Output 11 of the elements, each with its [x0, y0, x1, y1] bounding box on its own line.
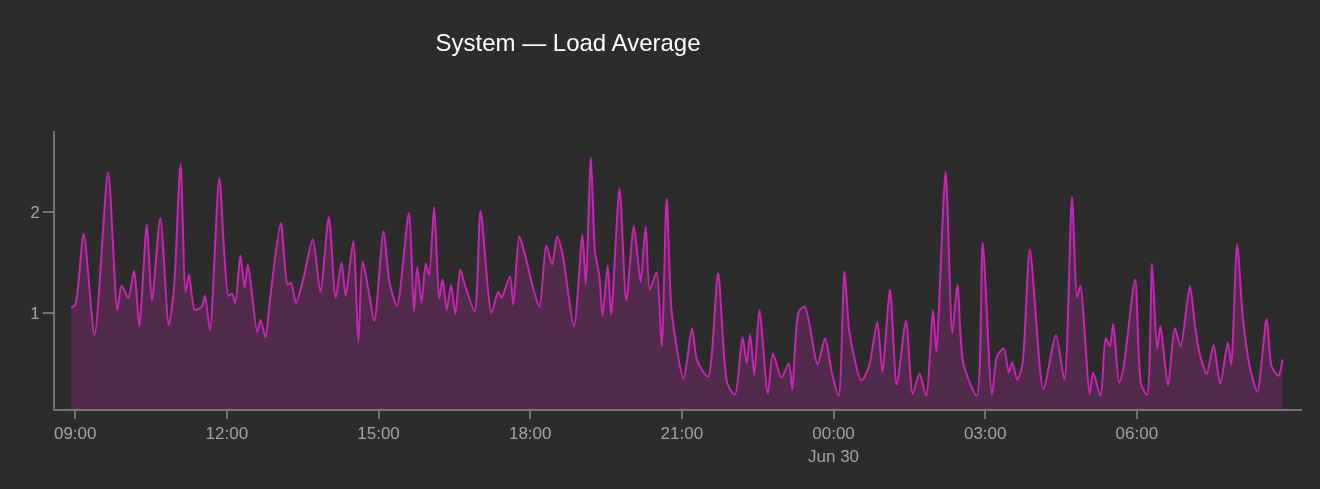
x-tick-label: 00:00 Jun 30	[808, 424, 860, 466]
chart-title: System — Load Average	[435, 29, 701, 57]
x-tick-label: 15:00	[357, 424, 400, 444]
x-tick-label: 12:00	[205, 424, 249, 444]
y-tick-label: 1	[30, 303, 40, 323]
x-tick-label: 06:00	[1115, 424, 1159, 444]
x-tick-label: 03:00	[963, 424, 1007, 444]
x-tick-label: 18:00	[508, 424, 552, 444]
x-tick-label: 09:00	[53, 424, 97, 444]
y-tick-label: 2	[30, 202, 40, 222]
x-tick-label: 21:00	[660, 424, 704, 444]
